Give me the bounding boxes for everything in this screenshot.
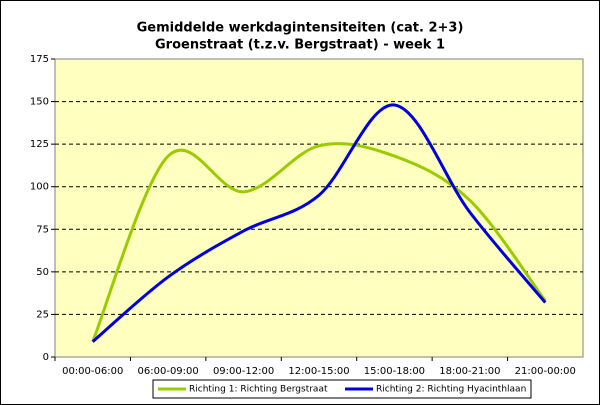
series-line — [91, 103, 547, 343]
x-tick-label: 15:00-18:00 — [364, 366, 425, 377]
y-tick-label: 75 — [36, 224, 49, 235]
legend — [152, 379, 532, 399]
x-tick-label: 09:00-12:00 — [213, 366, 274, 377]
legend-label: Richting 1: Richting Bergstraat — [189, 385, 328, 395]
chart-title: Gemiddelde werkdagintensiteiten (cat. 2+… — [137, 21, 464, 36]
legend-label: Richting 2: Richting Hyacinthlaan — [376, 385, 526, 395]
y-tick-label: 0 — [43, 352, 49, 363]
y-tick-label: 125 — [30, 139, 49, 150]
series-line — [91, 142, 547, 343]
chart-subtitle: Groenstraat (t.z.v. Bergstraat) - week 1 — [155, 38, 445, 53]
x-tick-label: 00:00-06:00 — [62, 366, 123, 377]
x-tick-label: 21:00-00:00 — [515, 366, 576, 377]
y-tick-label: 100 — [30, 182, 49, 193]
x-tick-label: 18:00-21:00 — [439, 366, 500, 377]
y-tick-label: 50 — [36, 267, 49, 278]
x-tick-label: 12:00-15:00 — [288, 366, 349, 377]
y-tick-label: 25 — [36, 309, 49, 320]
plot-area — [54, 58, 584, 358]
x-tick-label: 06:00-09:00 — [138, 366, 199, 377]
y-tick-label: 150 — [30, 97, 49, 108]
y-tick-label: 175 — [30, 54, 49, 65]
